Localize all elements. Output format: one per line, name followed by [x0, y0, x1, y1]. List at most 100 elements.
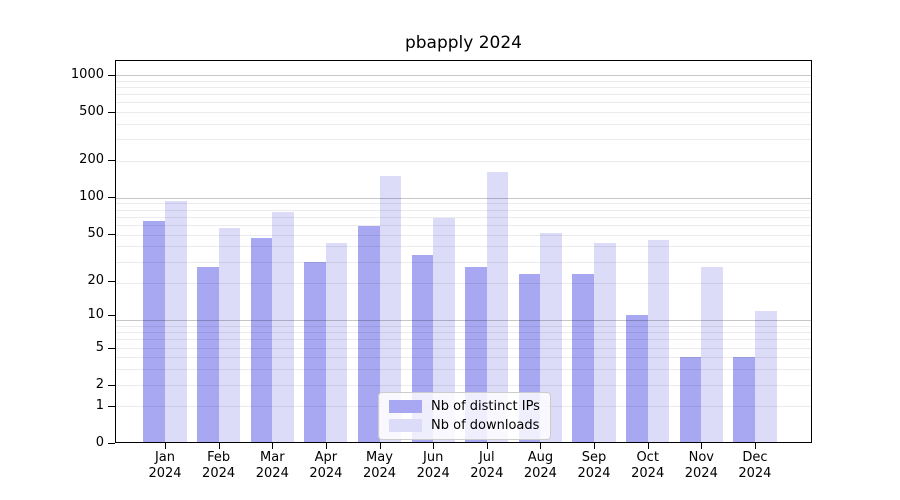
y-axis-tick-mark [108, 443, 115, 444]
y-axis-tick-label: 2 [95, 376, 104, 392]
y-axis-tick-label: 5 [95, 339, 104, 355]
bar-downloads-mar [272, 212, 294, 443]
x-axis-tick-mark [594, 443, 595, 449]
x-axis-tick-year: 2024 [631, 466, 665, 481]
y-axis-tick-label: 0 [95, 435, 104, 450]
y-axis-tick-label: 20 [87, 272, 104, 288]
bar-downloads-nov [701, 267, 723, 443]
y-axis-tick-mark [108, 111, 115, 113]
x-axis-tick-mark [325, 443, 327, 449]
gridline-minor [115, 139, 812, 141]
plot-area [115, 60, 812, 443]
y-axis-tick-mark [108, 233, 115, 235]
x-axis-tick-mark [486, 443, 488, 449]
gridline-minor [115, 80, 812, 82]
x-axis-tick-label: Sep 2024 [562, 450, 626, 482]
gridline-minor [115, 209, 812, 211]
x-axis-tick-label: May 2024 [348, 450, 412, 482]
x-axis-tick-label: Mar 2024 [240, 450, 304, 482]
x-axis-tick-mark [540, 443, 542, 449]
bar-downloads-apr [325, 242, 348, 443]
x-axis-tick-label: Jan 2024 [133, 450, 197, 482]
x-axis-tick-year: 2024 [577, 466, 611, 481]
bar-ips-nov [679, 357, 702, 443]
gridline-minor [115, 246, 812, 248]
x-axis-tick-year: 2024 [362, 466, 397, 481]
gridline-major [115, 320, 812, 322]
y-axis-tick-label: 1 [95, 398, 104, 414]
x-axis-tick-year: 2024 [148, 466, 182, 481]
gridline-minor [115, 86, 812, 88]
gridline-minor [115, 224, 812, 226]
y-axis-tick-mark [108, 74, 115, 76]
gridline-minor [115, 384, 812, 386]
x-axis-tick-mark [379, 443, 381, 449]
gridline-minor [115, 369, 812, 371]
x-axis-tick-mark [218, 443, 220, 449]
gridline-minor [115, 283, 812, 285]
x-axis-tick-year: 2024 [416, 466, 450, 481]
legend: Nb of distinct IPs Nb of downloads [378, 392, 551, 440]
legend-label-downloads: Nb of downloads [431, 418, 540, 433]
y-axis-tick-mark [108, 197, 115, 199]
bar-downloads-sep [594, 242, 616, 443]
gridline-minor [115, 339, 812, 341]
bar-downloads-may [379, 176, 402, 443]
gridline-minor [115, 123, 812, 125]
bar-downloads-feb [218, 227, 241, 443]
x-axis-tick-year: 2024 [523, 466, 557, 481]
gridline-minor [115, 93, 812, 95]
y-axis-tick-label: 50 [87, 225, 104, 241]
x-axis-tick-mark [433, 443, 435, 449]
y-axis-tick-mark [108, 160, 115, 162]
bar-ips-apr [304, 261, 326, 443]
gridline-major [115, 197, 812, 199]
y-axis-tick-label: 200 [79, 152, 104, 168]
x-axis-tick-year: 2024 [255, 466, 289, 481]
gridline-minor [115, 332, 812, 334]
bar-ips-dec [733, 357, 755, 443]
x-axis-tick-label: Jul 2024 [455, 450, 519, 482]
x-axis-tick-year: 2024 [470, 466, 504, 481]
bar-downloads-jun [433, 218, 455, 443]
y-axis-tick-label: 10 [87, 307, 104, 323]
bar-ips-may [357, 225, 380, 443]
x-axis-tick-label: Feb 2024 [187, 450, 251, 482]
x-axis-tick-mark [701, 443, 703, 449]
x-axis-tick-mark [754, 443, 756, 449]
legend-row: Nb of distinct IPs [389, 399, 540, 414]
y-axis-tick-label: 500 [79, 103, 104, 119]
legend-label-distinct-ips: Nb of distinct IPs [431, 399, 540, 414]
x-axis-tick-year: 2024 [738, 466, 772, 481]
y-axis-tick-mark [108, 406, 115, 408]
bar-ips-oct [626, 315, 648, 443]
bar-downloads-aug [540, 233, 562, 443]
gridline-minor [115, 357, 812, 359]
x-axis-tick-label: Dec 2024 [723, 450, 787, 482]
x-axis-tick-mark [165, 443, 166, 449]
bar-downloads-jan [165, 201, 187, 443]
y-axis-tick-mark [108, 280, 115, 282]
gridline-minor [115, 111, 812, 113]
x-axis-tick-label: Nov 2024 [669, 450, 733, 482]
bar-ips-jan [143, 221, 165, 443]
x-axis-tick-label: Jun 2024 [401, 450, 465, 482]
chart-title: pbapply 2024 [404, 33, 523, 53]
x-axis-tick-label: Aug 2024 [508, 450, 572, 482]
gridline-minor [115, 234, 812, 236]
x-axis-tick-label: Apr 2024 [294, 450, 358, 482]
gridline-major [115, 74, 812, 76]
bar-downloads-jul [486, 172, 509, 443]
x-axis-tick-year: 2024 [684, 466, 718, 481]
gridline-minor [115, 347, 812, 349]
gridline-minor [115, 261, 812, 263]
bar-ips-mar [250, 237, 273, 443]
x-axis-tick-year: 2024 [202, 466, 236, 481]
bar-ips-feb [197, 267, 219, 443]
legend-swatch-distinct-ips [389, 400, 422, 413]
x-axis-tick-mark [647, 443, 649, 449]
gridline-minor [115, 216, 812, 218]
x-axis-tick-mark [272, 443, 274, 449]
gridline-minor [115, 203, 812, 205]
